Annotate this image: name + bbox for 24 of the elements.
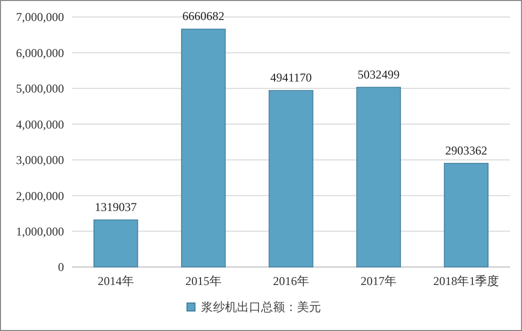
x-tick-label: 2015年 [185, 274, 222, 288]
bar [181, 28, 226, 268]
y-tick-label: 2,000,000 [16, 188, 64, 203]
x-tick-label: 2016年 [273, 274, 309, 288]
x-tick-label: 2014年 [98, 274, 134, 288]
bar [268, 90, 314, 268]
data-label: 4941170 [270, 70, 312, 85]
bar [94, 219, 138, 268]
y-tick-label: 7,000,000 [16, 10, 64, 24]
x-tick-label: 2018年1季度 [433, 274, 500, 288]
y-tick-label: 6,000,000 [16, 46, 64, 60]
data-label: 5032499 [358, 67, 400, 82]
bar [356, 86, 401, 268]
bar [444, 162, 488, 268]
y-tick-label: 0 [58, 260, 64, 274]
data-label: 6660682 [182, 9, 224, 24]
legend-label: 浆纱机出口总额：美元 [201, 300, 321, 314]
y-tick-label: 1,000,000 [16, 224, 64, 238]
y-tick-label: 3,000,000 [16, 153, 64, 168]
x-tick-label: 2017年 [360, 274, 397, 288]
data-label: 1319037 [94, 200, 137, 214]
y-tick-label: 5,000,000 [16, 82, 64, 96]
data-label: 2903362 [445, 143, 488, 158]
y-tick-label: 4,000,000 [16, 117, 64, 132]
